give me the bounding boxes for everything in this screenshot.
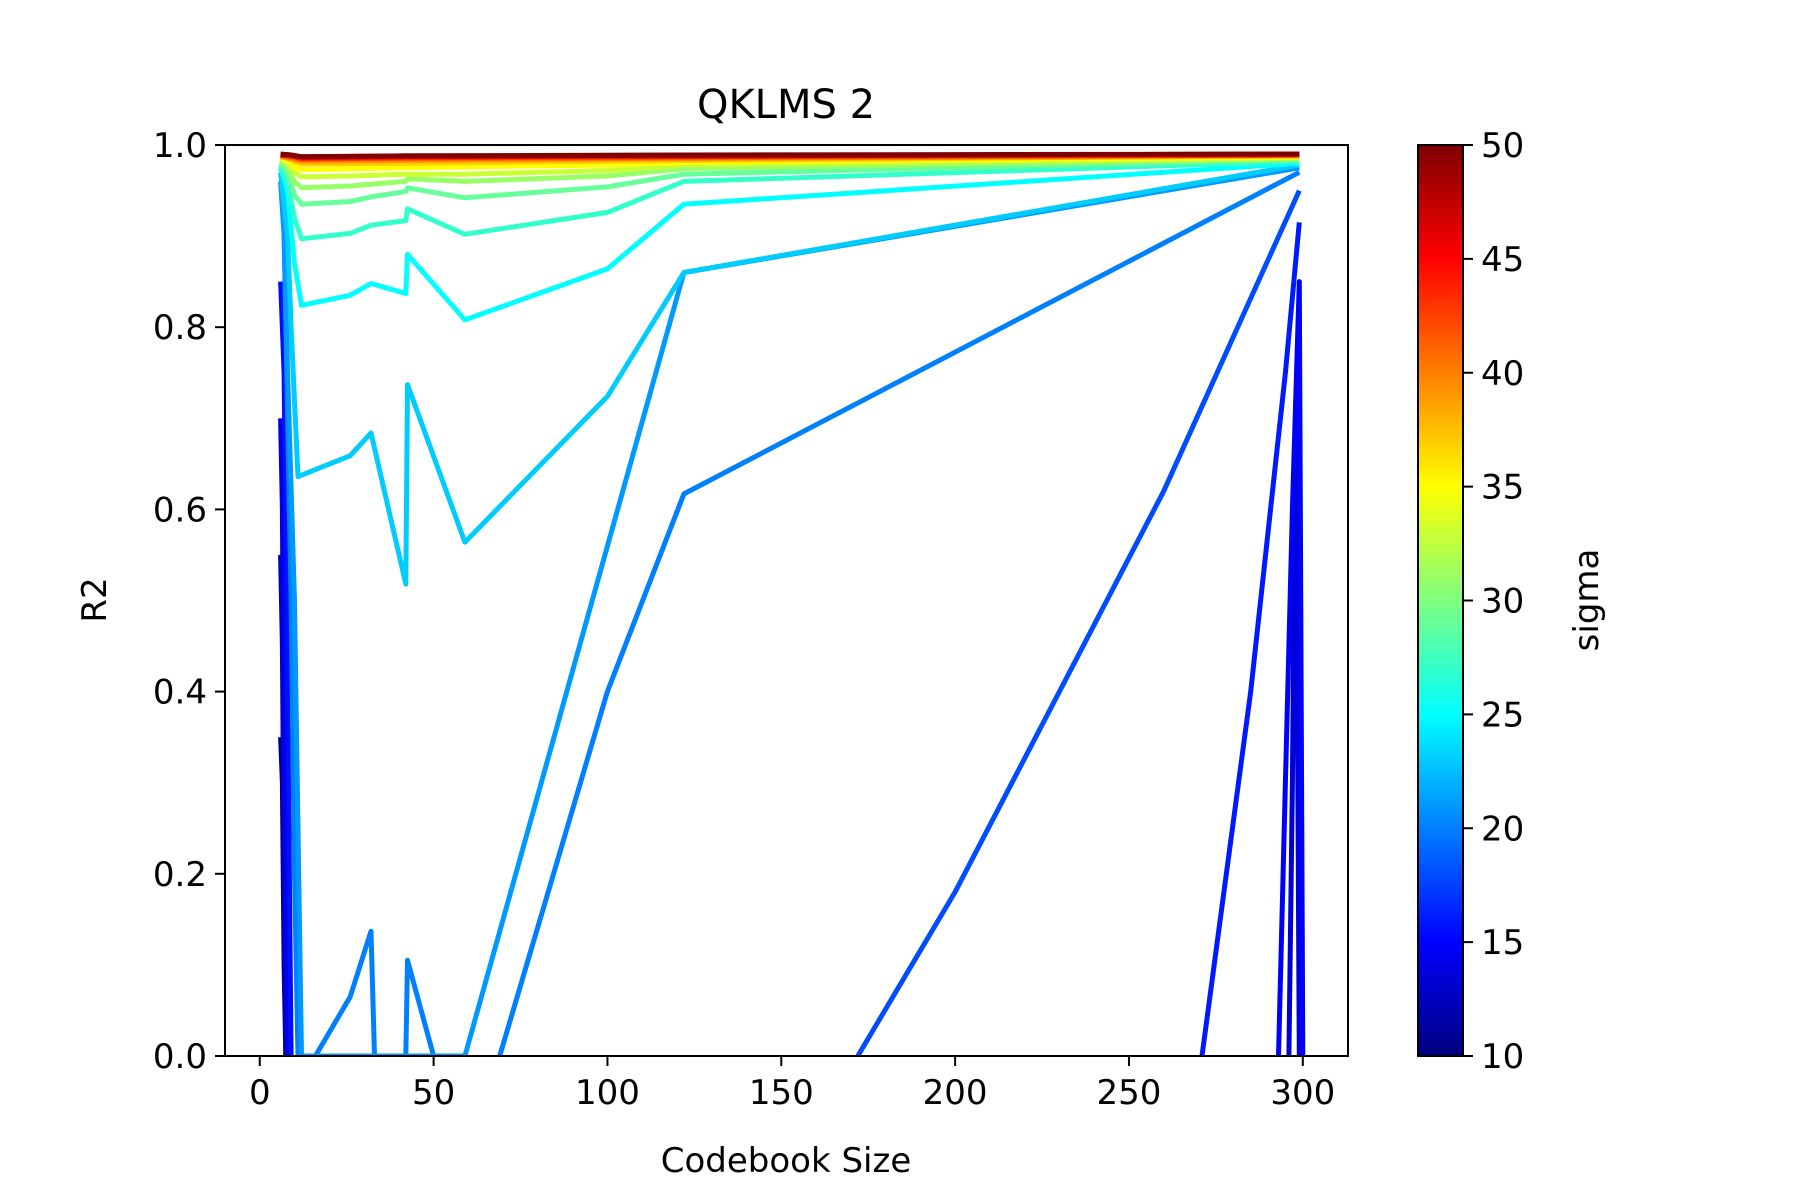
x-axis: 0 50 100 150 200 250 300 [249, 1056, 1335, 1113]
y-tick-label: 1.0 [153, 126, 207, 166]
series-line-5 [1276, 279, 1306, 1056]
colorbar-tick-label: 40 [1481, 354, 1524, 394]
x-axis-label: Codebook Size [661, 1141, 912, 1181]
series-line-10 [313, 928, 377, 1056]
colorbar-tick-label: 10 [1481, 1037, 1524, 1077]
colorbar-tick-label: 35 [1481, 468, 1524, 508]
y-tick-label: 0.0 [153, 1037, 207, 1077]
y-axis-label: R2 [75, 577, 115, 622]
y-tick-label: 0.8 [153, 308, 207, 348]
series-line-17 [278, 157, 1300, 207]
y-tick-label: 0.6 [153, 490, 207, 530]
series-line-6 [278, 281, 294, 1056]
series-line-15 [278, 160, 1300, 323]
colorbar-tick-label: 50 [1481, 126, 1524, 166]
y-axis: 0.0 0.2 0.4 0.6 0.8 1.0 [153, 126, 225, 1077]
series-line-18 [278, 156, 1300, 191]
colorbar [1417, 144, 1464, 1057]
x-tick-label: 250 [1097, 1073, 1162, 1113]
series-line-13 [278, 165, 1300, 1056]
chart-title: QKLMS 2 [697, 82, 875, 128]
x-tick-label: 150 [749, 1073, 814, 1113]
x-tick-label: 300 [1270, 1073, 1335, 1113]
plot-frame [224, 144, 1349, 1057]
x-tick-label: 50 [412, 1073, 455, 1113]
series-line-4 [278, 418, 291, 1056]
x-tick-label: 200 [923, 1073, 988, 1113]
x-tick-label: 100 [575, 1073, 640, 1113]
x-tick-label: 0 [249, 1073, 271, 1113]
series-line-19 [279, 155, 1300, 180]
colorbar-tick-label: 15 [1481, 923, 1524, 963]
series-line-11 [403, 957, 437, 1056]
series-line-12 [497, 170, 1301, 1056]
y-tick-label: 0.4 [153, 673, 207, 713]
series-layer [278, 151, 1306, 1056]
series-line-16 [278, 158, 1300, 242]
colorbar-tick-label: 30 [1481, 582, 1524, 622]
series-line-7 [1199, 222, 1302, 1056]
series-line-27 [280, 151, 1300, 160]
colorbar-tick-label: 20 [1481, 809, 1524, 849]
series-line-8 [855, 189, 1302, 1056]
colorbar-axis: 10 15 20 25 30 35 40 45 50 [1463, 126, 1524, 1077]
series-line-3 [1286, 397, 1302, 1056]
series-line-14 [278, 162, 1300, 587]
colorbar-tick-label: 25 [1481, 695, 1524, 735]
colorbar-tick-label: 45 [1481, 240, 1524, 280]
y-tick-label: 0.2 [153, 855, 207, 895]
colorbar-label: sigma [1567, 549, 1607, 652]
